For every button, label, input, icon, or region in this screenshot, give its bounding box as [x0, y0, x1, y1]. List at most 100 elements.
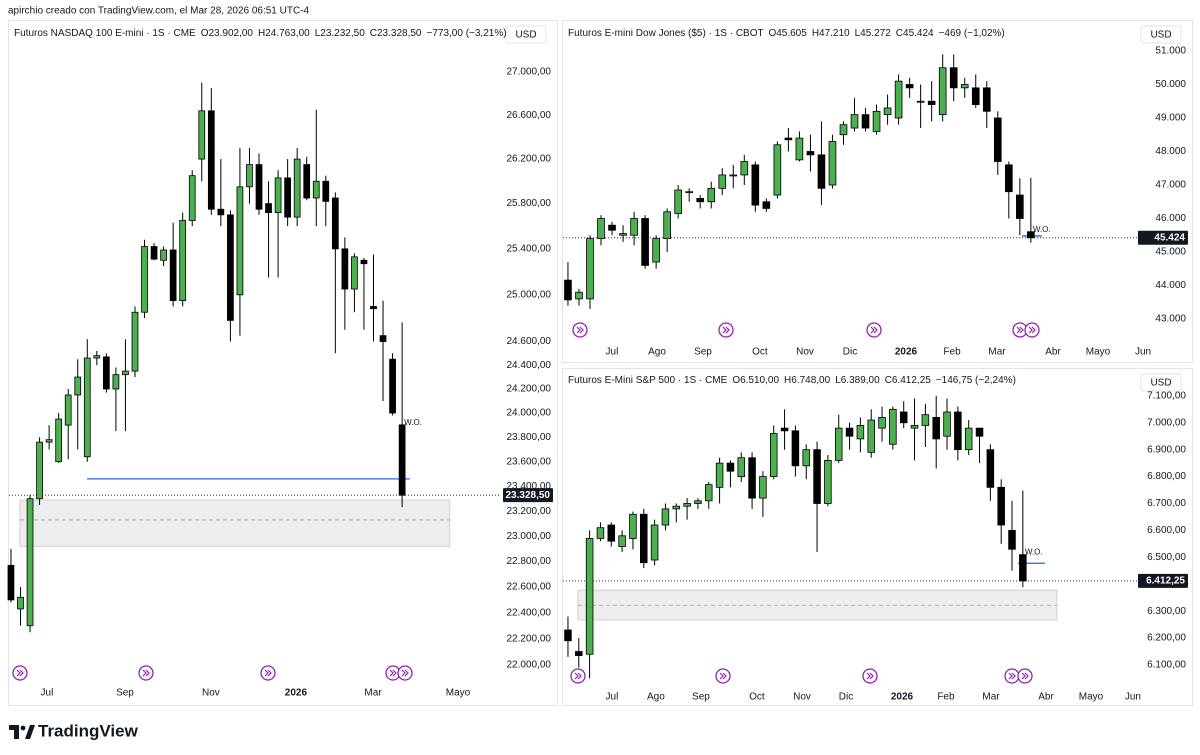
candle-body — [265, 203, 272, 214]
event-icon[interactable] — [1024, 322, 1040, 338]
candle-body — [795, 137, 804, 161]
candle-body — [685, 191, 694, 194]
y-tick-label: 23.800,00 — [507, 432, 552, 443]
y-tick-label: 6.200,00 — [1147, 633, 1186, 644]
event-icon[interactable] — [12, 665, 28, 681]
candle-body — [575, 291, 583, 300]
event-icon[interactable] — [1004, 668, 1020, 684]
candle-body — [715, 462, 724, 488]
annotation: W.O. — [404, 418, 422, 427]
brand-logo: TradingView — [9, 721, 139, 740]
x-tick-label: Abr — [1038, 692, 1054, 703]
candle-body — [762, 201, 771, 209]
y-tick-label: 27.000,00 — [507, 67, 552, 78]
candle-body — [630, 218, 638, 236]
event-icon[interactable] — [862, 668, 878, 684]
y-tick-label: 22.600,00 — [507, 582, 552, 593]
credit: apirchio creado con TradingView.com, el … — [8, 6, 310, 17]
legend-value: C23.328,50 — [370, 28, 422, 39]
x-tick-label: Sep — [116, 688, 134, 699]
candle-body — [7, 564, 15, 601]
candle-body — [83, 357, 91, 458]
legend-title: Futuros NASDAQ 100 E-mini · 1S · CME — [14, 28, 196, 39]
event-icon[interactable] — [715, 668, 731, 684]
currency-box — [1140, 25, 1182, 44]
candle-body — [867, 419, 875, 453]
candle-body — [850, 114, 859, 129]
candle-body — [607, 524, 616, 542]
candle-body — [398, 424, 406, 496]
event-icon[interactable] — [397, 665, 413, 681]
candle-body — [585, 538, 594, 655]
candle-body — [188, 175, 196, 221]
candle-body — [103, 356, 110, 390]
candle-body — [986, 449, 995, 488]
x-tick-label: Jul — [606, 347, 619, 358]
x-tick-label: Sep — [692, 692, 710, 703]
x-tick-label: Jun — [1135, 347, 1151, 358]
candle-body — [839, 124, 848, 136]
legend-value: L23.232,50 — [315, 28, 365, 39]
candle-body — [971, 87, 980, 105]
last-price-label: 23.328,50 — [506, 490, 551, 501]
event-icon[interactable] — [570, 668, 586, 684]
x-tick-label: Feb — [937, 692, 955, 703]
candle-body — [312, 180, 320, 199]
candle-body — [36, 441, 43, 500]
panel-border — [562, 20, 1193, 363]
candle-body — [683, 503, 691, 507]
candle-body — [672, 505, 681, 510]
candle-body — [1004, 164, 1013, 193]
y-tick-label: 24.600,00 — [507, 336, 552, 347]
candle-body — [718, 174, 727, 189]
event-icon[interactable] — [572, 322, 588, 338]
candle-body — [179, 220, 187, 302]
candle-body — [284, 177, 291, 218]
candle-body — [726, 462, 735, 472]
candle-body — [674, 189, 682, 214]
y-tick-label: 44.000 — [1155, 280, 1186, 291]
candle-body — [17, 596, 24, 610]
event-icon[interactable] — [718, 322, 734, 338]
event-icon[interactable] — [866, 322, 882, 338]
candle-body — [1027, 231, 1035, 239]
candle-body — [960, 84, 969, 89]
candle-body — [198, 110, 206, 160]
candle-body — [740, 161, 749, 176]
candle-body — [652, 238, 660, 263]
y-tick-label: 6.100,00 — [1147, 660, 1186, 671]
candle-body — [949, 67, 958, 89]
event-icon[interactable] — [260, 665, 276, 681]
candle-body — [227, 214, 234, 321]
chart-panel: W.O. 27.000,00 26.600,00 26.200,00 25.800,00… — [7, 20, 558, 706]
panel-border — [562, 368, 1193, 706]
y-tick-label: 25.400,00 — [507, 243, 552, 254]
candle-body — [780, 427, 789, 432]
last-price-label: 45.424 — [1154, 232, 1185, 243]
candle-body — [737, 457, 746, 477]
x-tick-label: Mayo — [446, 688, 471, 699]
y-tick-label: 7.000,00 — [1147, 417, 1186, 428]
x-tick-label: 2026 — [891, 692, 914, 703]
candle-body — [370, 306, 377, 310]
event-icon[interactable] — [1017, 668, 1033, 684]
event-icon[interactable] — [138, 665, 154, 681]
x-tick-label: 2026 — [285, 688, 308, 699]
x-tick-label: Mar — [982, 692, 1000, 703]
candle-body — [1016, 194, 1024, 219]
candle-body — [791, 430, 800, 467]
candle-body — [74, 376, 82, 396]
candle-body — [1019, 554, 1027, 582]
candle-body — [619, 233, 627, 236]
currency: USD — [1150, 30, 1171, 41]
x-tick-label: Mayo — [1079, 692, 1104, 703]
candle-body — [773, 144, 782, 196]
candle-body — [641, 218, 649, 266]
legend-value: H47.210 — [812, 28, 850, 39]
x-tick-label: Abr — [1045, 347, 1061, 358]
legend-title: Futuros E-Mini S&P 500 · 1S · CME — [568, 375, 728, 386]
x-tick-label: Oct — [752, 347, 768, 358]
candle-body — [608, 224, 616, 231]
x-tick-label: Dic — [839, 692, 853, 703]
candle-body — [813, 449, 821, 504]
